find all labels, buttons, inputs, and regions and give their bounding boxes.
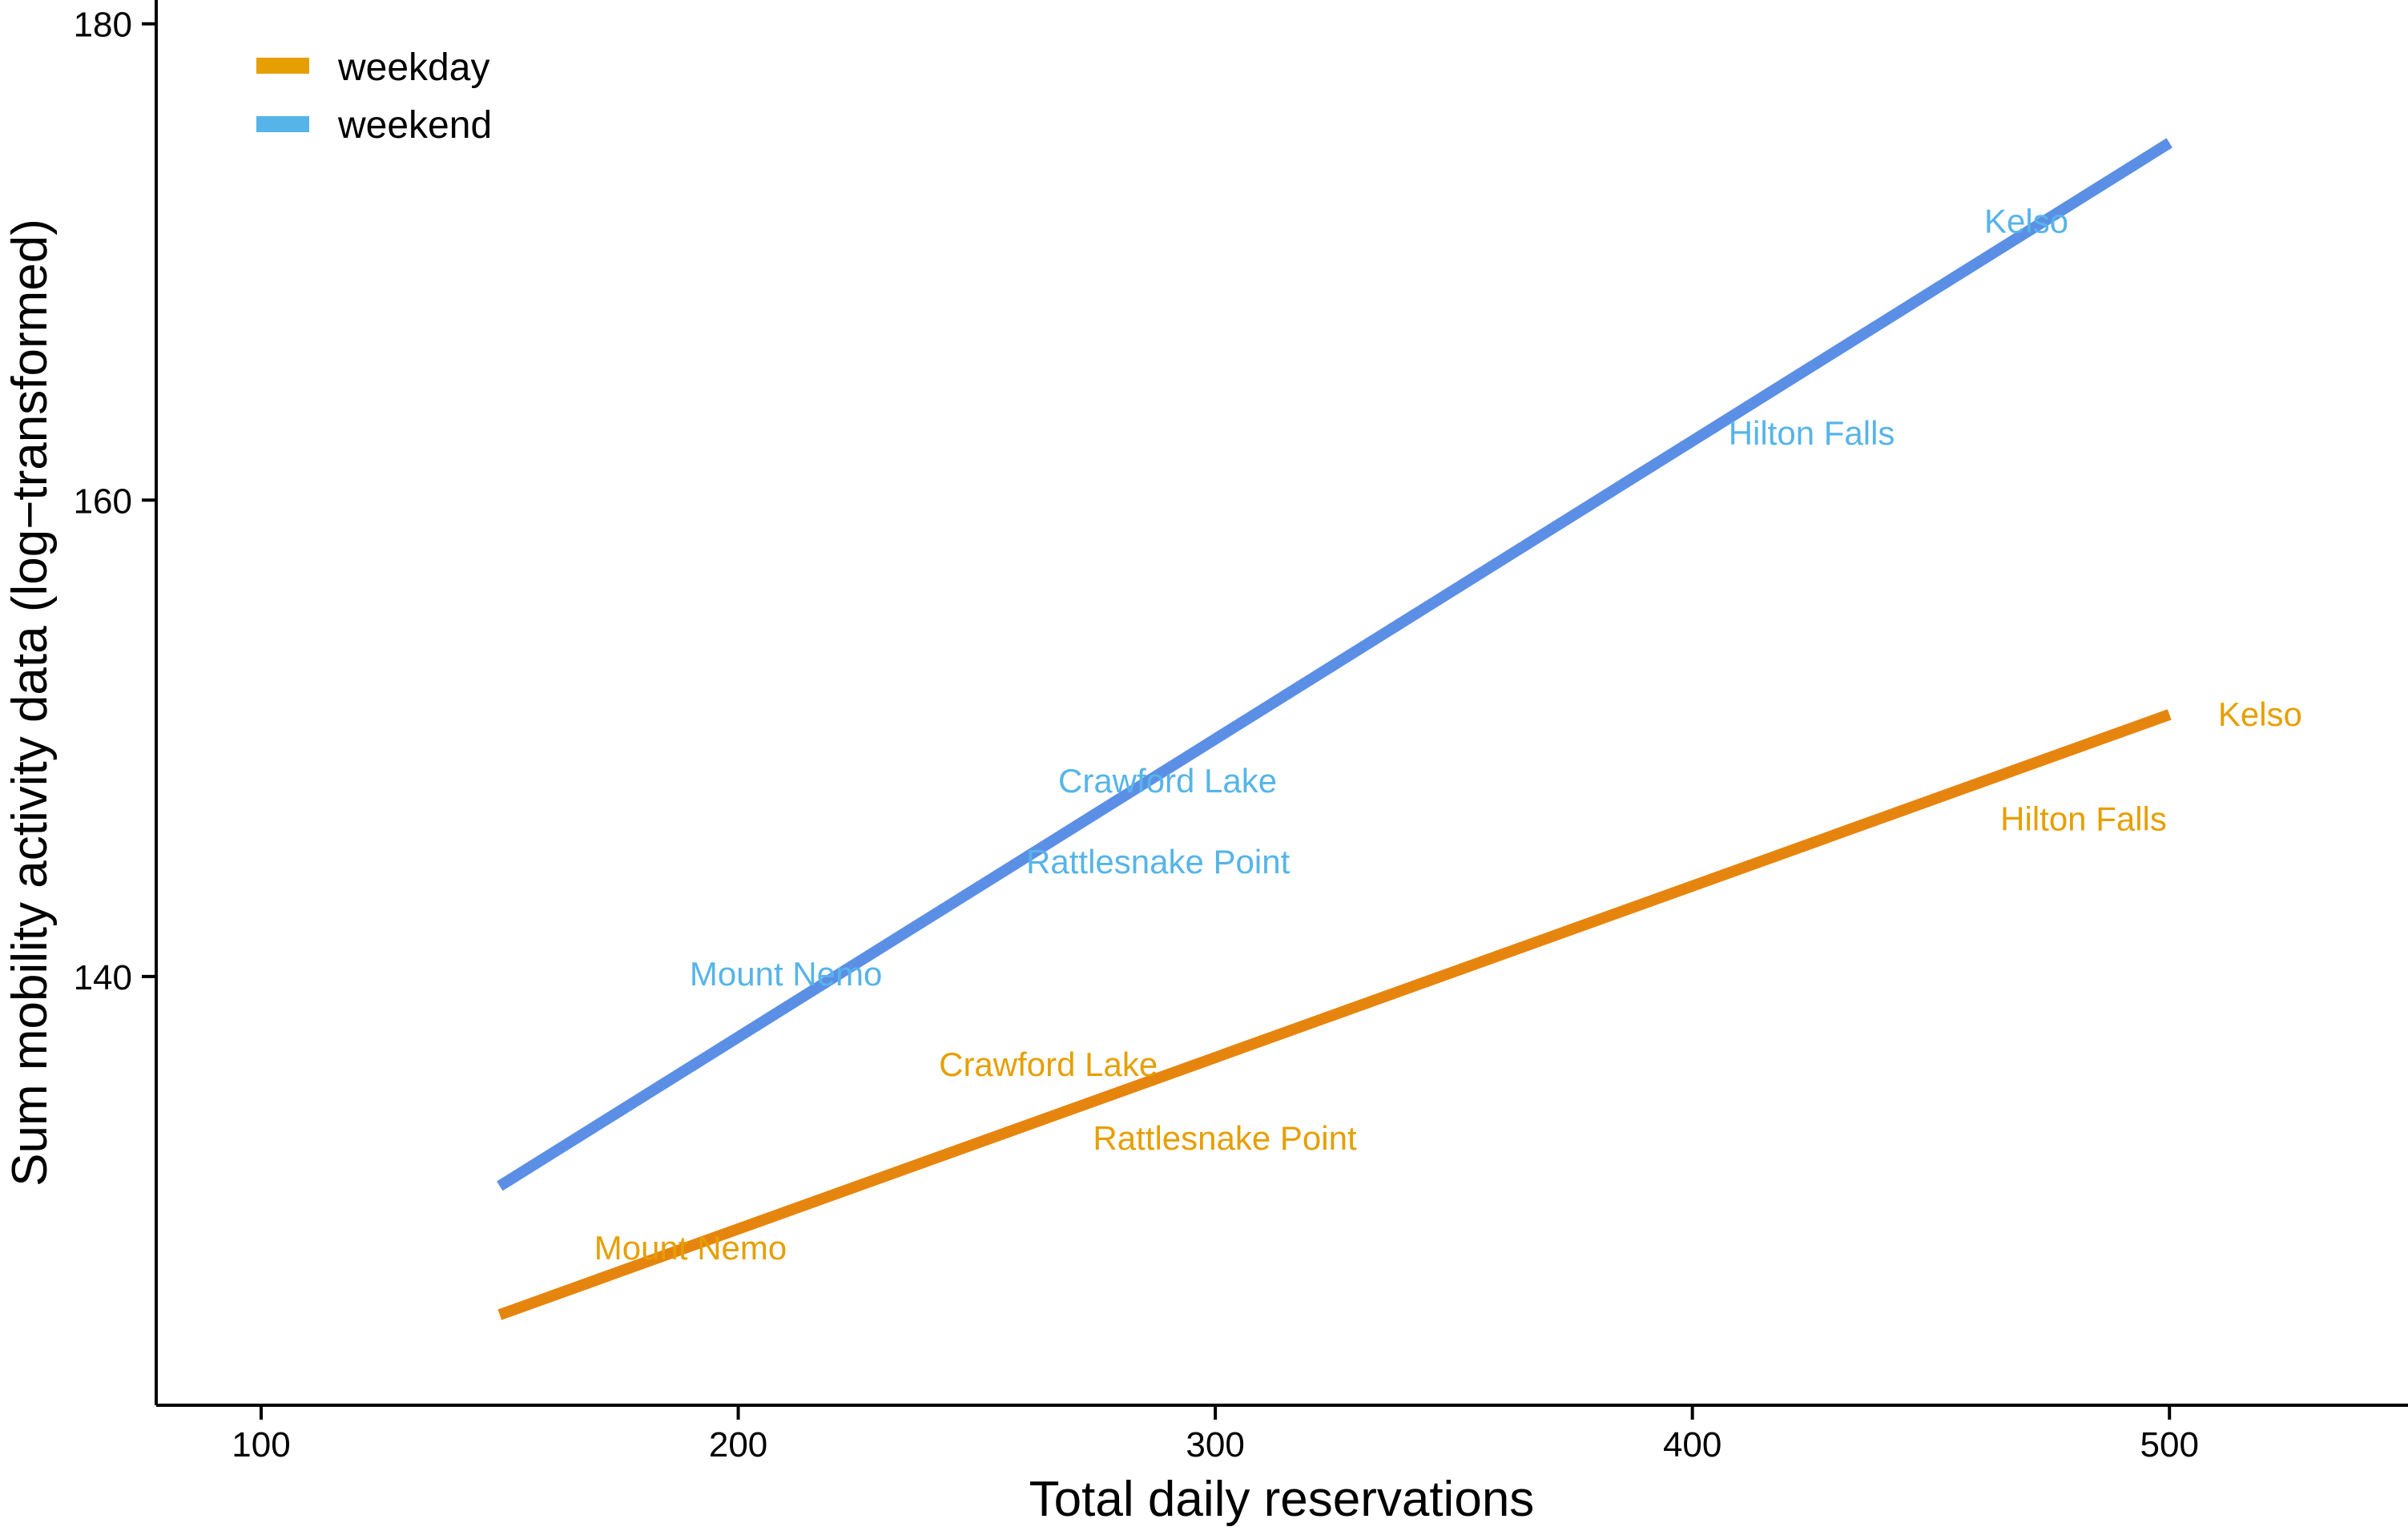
x-tick-label-400: 400: [1663, 1425, 1721, 1465]
y-tick-label-140: 140: [74, 958, 132, 997]
series-lines: [497, 138, 2172, 1320]
legend-swatch-weekday: [256, 58, 309, 74]
point-labels: Mount Nemo Crawford Lake Rattlesnake Point…: [594, 203, 2302, 1267]
point-label-weekday-mount-nemo: Mount Nemo: [594, 1229, 787, 1267]
y-tick-label-180: 180: [74, 6, 132, 45]
x-tick-label-500: 500: [2140, 1425, 2199, 1465]
series-line-weekend: [497, 138, 2172, 1191]
y-ticks: 140 160 180: [74, 6, 156, 997]
legend-swatch-weekend: [256, 116, 309, 132]
x-axis-title: Total daily reservations: [1029, 1472, 1535, 1527]
point-label-weekend-rattlesnake-point: Rattlesnake Point: [1026, 843, 1291, 880]
x-ticks: 100 200 300 400 500: [232, 1405, 2199, 1465]
point-label-weekend-kelso: Kelso: [1984, 203, 2068, 240]
y-axis-title: Sum mobility activity data (log−transfor…: [2, 219, 58, 1187]
point-label-weekday-kelso: Kelso: [2218, 695, 2302, 733]
point-label-weekend-hilton-falls: Hilton Falls: [1729, 414, 1895, 452]
point-label-weekend-mount-nemo: Mount Nemo: [690, 955, 882, 993]
legend: weekday weekend: [256, 46, 492, 147]
y-tick-label-160: 160: [74, 481, 132, 521]
series-line-weekday: [497, 709, 2172, 1320]
point-label-weekday-crawford-lake: Crawford Lake: [939, 1046, 1158, 1083]
legend-label-weekend: weekend: [337, 104, 492, 147]
point-label-weekday-rattlesnake-point: Rattlesnake Point: [1093, 1119, 1357, 1157]
point-label-weekend-crawford-lake: Crawford Lake: [1058, 762, 1277, 800]
point-label-weekday-hilton-falls: Hilton Falls: [2000, 800, 2167, 838]
x-tick-label-200: 200: [709, 1425, 767, 1465]
x-tick-label-300: 300: [1186, 1425, 1244, 1465]
legend-label-weekday: weekday: [337, 46, 489, 89]
x-tick-label-100: 100: [232, 1425, 290, 1465]
